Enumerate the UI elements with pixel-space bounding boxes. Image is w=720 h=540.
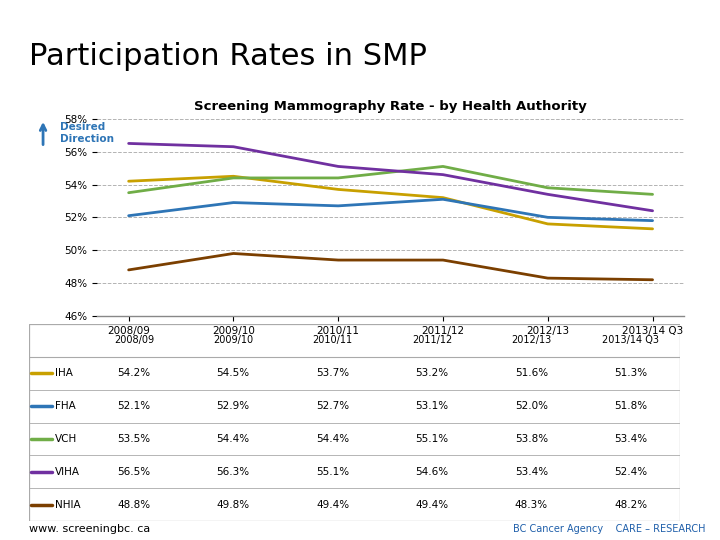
Text: 53.5%: 53.5% bbox=[117, 434, 150, 444]
Text: VCH: VCH bbox=[55, 434, 78, 444]
Text: Participation Rates in SMP: Participation Rates in SMP bbox=[29, 42, 427, 71]
Text: 53.2%: 53.2% bbox=[415, 368, 449, 379]
Text: 53.7%: 53.7% bbox=[316, 368, 349, 379]
Text: 51.8%: 51.8% bbox=[614, 401, 647, 411]
Title: Screening Mammography Rate - by Health Authority: Screening Mammography Rate - by Health A… bbox=[194, 100, 587, 113]
Text: 51.3%: 51.3% bbox=[614, 368, 647, 379]
Text: 52.7%: 52.7% bbox=[316, 401, 349, 411]
Text: www. screeningbc. ca: www. screeningbc. ca bbox=[29, 524, 150, 534]
Text: 2011/12: 2011/12 bbox=[412, 335, 452, 346]
Text: 48.8%: 48.8% bbox=[117, 500, 150, 510]
Text: 2012/13: 2012/13 bbox=[511, 335, 552, 346]
Text: 52.4%: 52.4% bbox=[614, 467, 647, 477]
Text: 2009/10: 2009/10 bbox=[213, 335, 253, 346]
Text: 55.1%: 55.1% bbox=[415, 434, 449, 444]
Text: 2010/11: 2010/11 bbox=[312, 335, 353, 346]
Text: BC Cancer Agency    CARE – RESEARCH: BC Cancer Agency CARE – RESEARCH bbox=[513, 524, 706, 534]
Text: 52.1%: 52.1% bbox=[117, 401, 150, 411]
Text: 48.2%: 48.2% bbox=[614, 500, 647, 510]
Text: 48.3%: 48.3% bbox=[515, 500, 548, 510]
Text: NHIA: NHIA bbox=[55, 500, 81, 510]
Text: 53.4%: 53.4% bbox=[515, 467, 548, 477]
Text: 54.2%: 54.2% bbox=[117, 368, 150, 379]
Text: 56.5%: 56.5% bbox=[117, 467, 150, 477]
Text: VIHA: VIHA bbox=[55, 467, 81, 477]
Text: 54.6%: 54.6% bbox=[415, 467, 449, 477]
Text: 56.3%: 56.3% bbox=[217, 467, 250, 477]
Text: 53.1%: 53.1% bbox=[415, 401, 449, 411]
Text: 53.8%: 53.8% bbox=[515, 434, 548, 444]
Text: 2013/14 Q3: 2013/14 Q3 bbox=[602, 335, 660, 346]
Text: 54.5%: 54.5% bbox=[217, 368, 250, 379]
Text: 52.9%: 52.9% bbox=[217, 401, 250, 411]
Text: 54.4%: 54.4% bbox=[316, 434, 349, 444]
Text: 49.8%: 49.8% bbox=[217, 500, 250, 510]
Text: IHA: IHA bbox=[55, 368, 73, 379]
Text: 54.4%: 54.4% bbox=[217, 434, 250, 444]
Text: 49.4%: 49.4% bbox=[316, 500, 349, 510]
Text: 52.0%: 52.0% bbox=[515, 401, 548, 411]
Text: 2008/09: 2008/09 bbox=[114, 335, 154, 346]
Text: 49.4%: 49.4% bbox=[415, 500, 449, 510]
Text: FHA: FHA bbox=[55, 401, 76, 411]
Text: 55.1%: 55.1% bbox=[316, 467, 349, 477]
Text: 51.6%: 51.6% bbox=[515, 368, 548, 379]
Text: 53.4%: 53.4% bbox=[614, 434, 647, 444]
Text: Desired
Direction: Desired Direction bbox=[60, 123, 114, 144]
